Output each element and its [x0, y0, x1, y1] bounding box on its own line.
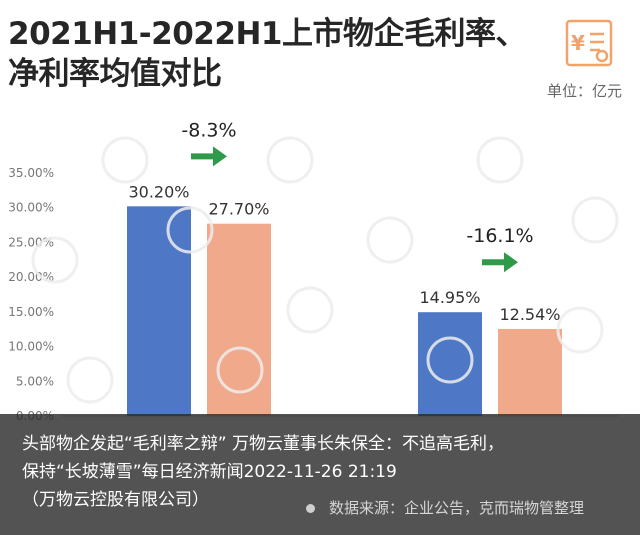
- change-label: -16.1%: [466, 225, 533, 247]
- y-tick-label: 30.00%: [8, 201, 54, 215]
- bar-2021H1-0: [127, 206, 191, 416]
- data-label: 27.70%: [208, 200, 269, 219]
- green-arrow-icon: [482, 252, 518, 273]
- caption-line-2: 保持“长坡薄雪”每日经济新闻2022-11-26 21:19: [22, 462, 397, 482]
- y-tick-label: 25.00%: [8, 235, 54, 249]
- bar-2022H1-1: [498, 328, 562, 416]
- y-tick-label: 20.00%: [8, 270, 54, 284]
- data-source: 数据来源：企业公告，克而瑞物管整理: [306, 497, 584, 518]
- caption-line-3: （万物云控股有限公司）: [22, 490, 209, 510]
- y-tick-label: 10.00%: [8, 340, 54, 354]
- y-tick-label: 15.00%: [8, 305, 54, 319]
- bar-2022H1-0: [207, 223, 271, 416]
- green-arrow-icon: [191, 146, 227, 167]
- chart-title: 2021H1-2022H1上市物企毛利率、 净利率均值对比: [8, 14, 528, 94]
- data-label: 14.95%: [419, 288, 480, 307]
- news-caption: 头部物企发起“毛利率之辩” 万物云董事长朱保全：不追高毛利， 保持“长坡薄雪”每…: [0, 414, 640, 535]
- bar-chart: 0.00%5.00%10.00%15.00%20.00%25.00%30.00%…: [8, 119, 618, 430]
- y-tick-label: 35.00%: [8, 166, 54, 180]
- data-label: 30.20%: [128, 182, 189, 201]
- change-label: -8.3%: [181, 119, 236, 141]
- data-label: 12.54%: [499, 305, 560, 324]
- source-text: 数据来源：企业公告，克而瑞物管整理: [329, 499, 585, 517]
- unit-label: 单位：亿元: [546, 82, 622, 100]
- finance-report-icon: ¥: [565, 19, 613, 67]
- svg-text:¥: ¥: [571, 31, 585, 55]
- caption-line-1: 头部物企发起“毛利率之辩” 万物云董事长朱保全：不追高毛利，: [22, 434, 505, 454]
- title-line-2: 净利率均值对比: [8, 56, 222, 92]
- bar-2021H1-1: [418, 312, 482, 416]
- bullet-dot-icon: [306, 504, 315, 513]
- y-tick-label: 5.00%: [16, 374, 54, 388]
- title-line-1: 2021H1-2022H1上市物企毛利率、: [8, 16, 526, 52]
